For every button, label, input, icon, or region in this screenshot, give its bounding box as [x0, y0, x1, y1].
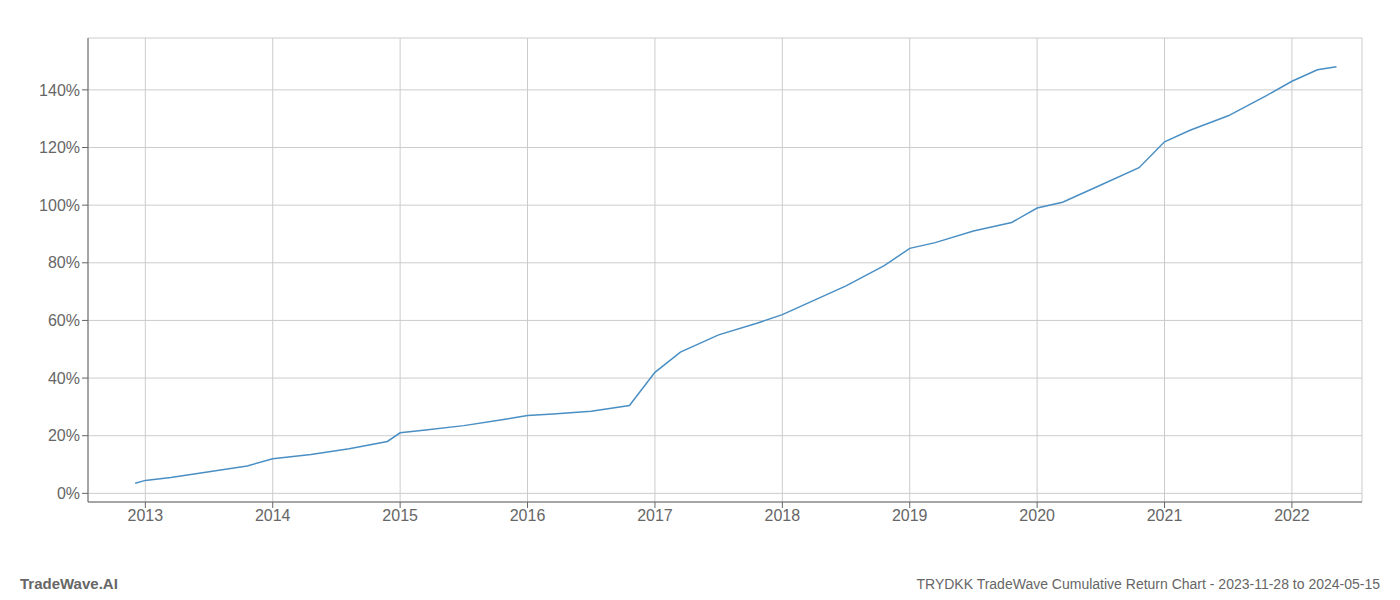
- svg-text:2016: 2016: [510, 507, 546, 524]
- svg-text:60%: 60%: [48, 312, 80, 329]
- svg-text:80%: 80%: [48, 254, 80, 271]
- svg-text:2022: 2022: [1274, 507, 1310, 524]
- html-text:TRYDKK TradeWave Cumulative Re: TRYDKK TradeWave Cumulative Return Chart…: [916, 576, 1380, 592]
- svg-text:2020: 2020: [1019, 507, 1055, 524]
- svg-text:40%: 40%: [48, 370, 80, 387]
- svg-text:140%: 140%: [39, 82, 80, 99]
- svg-text:120%: 120%: [39, 139, 80, 156]
- svg-text:2021: 2021: [1147, 507, 1183, 524]
- svg-text:2014: 2014: [255, 507, 291, 524]
- svg-text:2018: 2018: [765, 507, 801, 524]
- svg-text:100%: 100%: [39, 197, 80, 214]
- svg-text:2013: 2013: [128, 507, 164, 524]
- svg-text:2017: 2017: [637, 507, 673, 524]
- svg-text:20%: 20%: [48, 427, 80, 444]
- svg-text:0%: 0%: [57, 485, 80, 502]
- html-text:TradeWave.AI: TradeWave.AI: [20, 575, 118, 592]
- svg-text:2019: 2019: [892, 507, 928, 524]
- svg-text:2015: 2015: [382, 507, 418, 524]
